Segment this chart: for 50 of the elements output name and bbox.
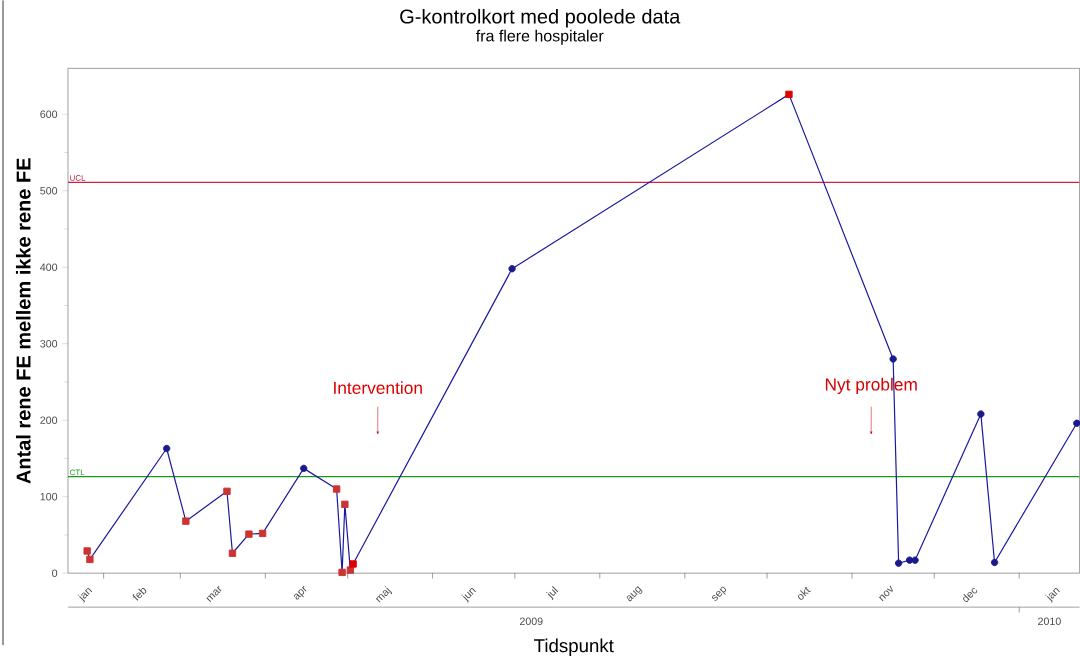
chart-subtitle: fra flere hospitaler bbox=[476, 29, 604, 45]
point bbox=[332, 485, 341, 493]
x-tick-label: maj bbox=[375, 585, 393, 603]
y-tick-label: 300 bbox=[40, 339, 58, 348]
point bbox=[785, 90, 793, 98]
chart-title: G-kontrolkort med poolede data bbox=[400, 8, 681, 28]
point bbox=[300, 464, 308, 472]
point bbox=[83, 547, 91, 555]
x-tick-label: sep bbox=[712, 586, 727, 601]
point bbox=[86, 555, 94, 563]
point bbox=[258, 529, 267, 537]
point bbox=[990, 558, 999, 566]
x-tick-label: mar bbox=[206, 585, 222, 602]
x2-tick-label: 2010 bbox=[1038, 617, 1061, 625]
point bbox=[977, 410, 985, 418]
point bbox=[349, 560, 357, 568]
point bbox=[245, 530, 253, 538]
point bbox=[911, 556, 919, 564]
x-axis-title: Tidspunkt bbox=[534, 638, 614, 656]
point bbox=[889, 355, 897, 363]
x-tick-label: jan bbox=[77, 587, 93, 603]
annotation: Intervention bbox=[334, 381, 422, 394]
x-tick-label: jul bbox=[546, 585, 559, 601]
point bbox=[228, 549, 237, 557]
point bbox=[223, 487, 231, 495]
x-tick-label: okt bbox=[798, 586, 811, 600]
x-tick-label: jan bbox=[1045, 587, 1060, 603]
ref-line-label: UCL bbox=[70, 174, 86, 181]
x2-tick-label: 2009 bbox=[519, 617, 543, 625]
y-tick-label: 600 bbox=[40, 110, 58, 118]
x-tick-label: dec bbox=[963, 587, 978, 602]
x-tick-label: apr bbox=[294, 585, 307, 600]
point bbox=[341, 500, 349, 508]
y-tick-label: 200 bbox=[40, 416, 58, 424]
y-axis-title: Antal rene FE mellem ikke rene FE bbox=[15, 158, 31, 484]
ref-line-label: CTL bbox=[69, 469, 85, 475]
y-tick-label: 400 bbox=[40, 263, 58, 271]
x-tick-label: aug bbox=[626, 585, 643, 602]
point bbox=[894, 559, 903, 567]
y-tick-label: 100 bbox=[40, 492, 58, 501]
x-tick-label: feb bbox=[132, 587, 147, 601]
y-tick-label: 0 bbox=[52, 569, 58, 577]
point bbox=[182, 517, 190, 525]
y-tick-label: 500 bbox=[40, 186, 58, 195]
x-tick-label: nov bbox=[878, 585, 893, 601]
point bbox=[508, 264, 516, 273]
x-tick-label: jun bbox=[461, 587, 476, 603]
point bbox=[338, 568, 346, 576]
point bbox=[346, 566, 355, 574]
point bbox=[162, 444, 171, 452]
